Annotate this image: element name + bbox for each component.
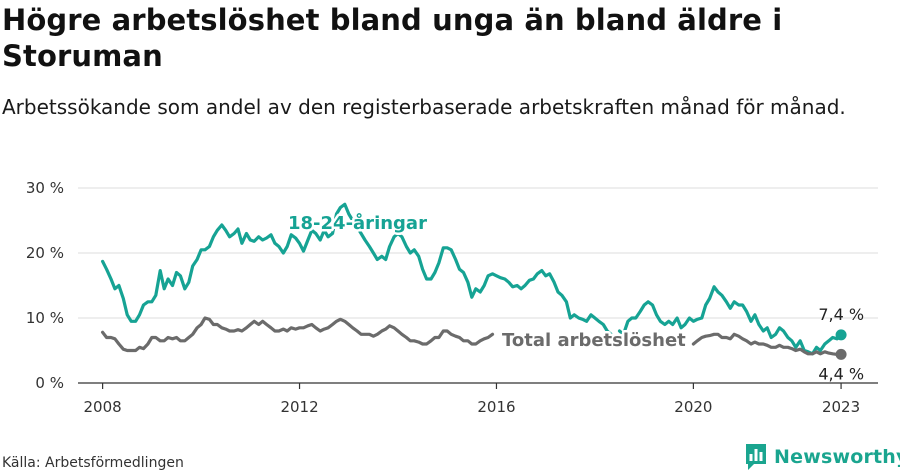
end-marker-18-24-ringar: [835, 329, 847, 341]
y-tick-label: 20 %: [26, 244, 64, 262]
series-label-total-halo: Total arbetslöshet: [502, 330, 686, 351]
y-tick-label: 10 %: [26, 309, 64, 327]
end-label-total: 4,4 %: [818, 364, 864, 383]
x-tick-label: 2020: [674, 398, 712, 416]
end-marker-total-arbetsl-shet: [835, 348, 847, 360]
x-tick-label: 2008: [84, 398, 122, 416]
x-tick-label: 2016: [477, 398, 515, 416]
x-tick-label: 2023: [822, 398, 860, 416]
series-line-total-arbetsl-shet: [101, 316, 495, 353]
grid-lines: [78, 187, 878, 319]
axes: 0 % 10 % 20 % 30 % 2008 2012 2016 2020 2023: [26, 179, 878, 416]
series-line-18-24-ringar: [101, 202, 613, 336]
brand-name: Newsworthy: [774, 446, 900, 468]
x-tick-label: 2012: [280, 398, 318, 416]
series-label-youth: 18-24-åringar: [288, 212, 427, 234]
brand-logo: Newsworthy: [744, 441, 900, 473]
series-label-total: Total arbetslöshet: [502, 330, 686, 351]
y-tick-label: 30 %: [26, 179, 64, 197]
series-label-youth-halo: 18-24-åringar: [288, 212, 427, 234]
series-line-total-arbetsl-shet: [691, 332, 843, 356]
chart-title: Högre arbetslöshet bland unga än bland ä…: [2, 3, 783, 73]
chart-subtitle: Arbetssökande som andel av den registerb…: [2, 95, 846, 119]
series-lines: [101, 202, 847, 360]
end-label-youth: 7,4 %: [818, 305, 864, 324]
y-tick-label: 0 %: [35, 374, 64, 392]
bar-chart-logo-icon: [746, 444, 766, 470]
source-note: Källa: Arbetsförmedlingen: [2, 455, 184, 471]
